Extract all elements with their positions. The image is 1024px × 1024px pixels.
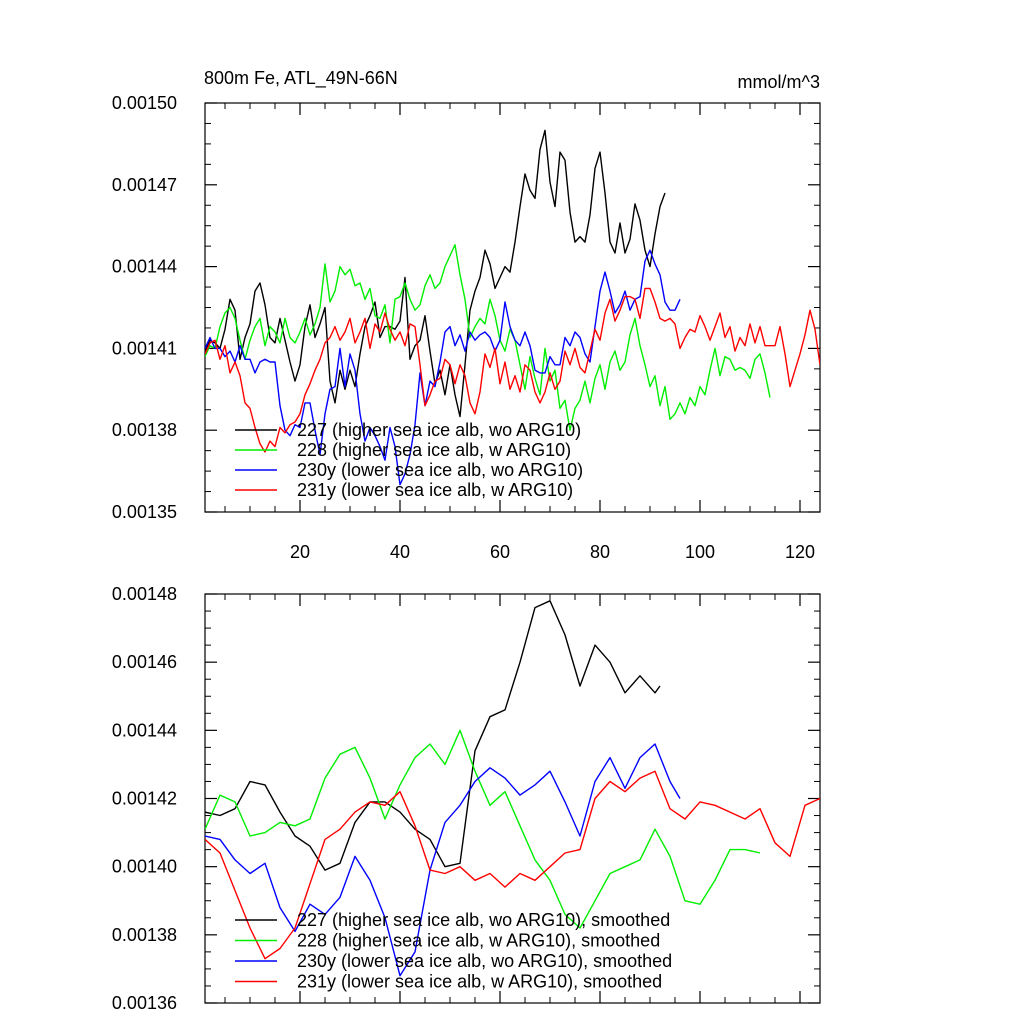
series-line-s228 (205, 729, 761, 929)
y-tick-label: 0.00150 (112, 93, 177, 113)
y-tick-label: 0.00136 (112, 993, 177, 1013)
y-tick-label: 0.00138 (112, 925, 177, 945)
legend-label-s228: 228 (higher sea ice alb, w ARG10) (297, 440, 571, 460)
series-line-s231y (205, 287, 820, 453)
chart-title: 800m Fe, ATL_49N-66N (204, 68, 398, 89)
units-label: mmol/m^3 (738, 72, 820, 92)
chart-panel-bottom: 0.00136 0.00138 0.00140 0.00142 0.00144 0.001… (112, 584, 821, 1013)
y-tick-label: 0.00141 (112, 338, 177, 358)
bottom-axes: 0.00136 0.00138 0.00140 0.00142 0.00144 0.001… (112, 584, 821, 1013)
chart-panel-top: 800m Fe, ATL_49N-66N mmol/m^3 0.001350.0… (112, 68, 821, 562)
x-tick-label: 20 (290, 542, 310, 562)
x-tick-label: 120 (785, 542, 815, 562)
y-tick-label: 0.00146 (112, 652, 177, 672)
legend-label-s227: 227 (higher sea ice alb, wo ARG10), smoo… (297, 910, 670, 930)
top-axes: 0.00135 0.00138 0.00141 0.00144 0.00147 0.001… (112, 93, 821, 562)
bottom-series-group (205, 600, 820, 977)
y-tick-label: 0.00138 (112, 420, 177, 440)
series-line-s230y (205, 743, 681, 977)
y-tick-label: 0.00140 (112, 857, 177, 877)
y-tick-label: 0.00144 (112, 257, 177, 277)
x-tick-label: 100 (685, 542, 715, 562)
y-tick-label: 0.00144 (112, 720, 177, 740)
series-line-s227 (205, 600, 661, 871)
y-tick-label: 0.00148 (112, 584, 177, 604)
y-tick-label: 0.00142 (112, 789, 177, 809)
legend-label-s230y: 230y (lower sea ice alb, wo ARG10) (297, 460, 583, 480)
series-line-s230y (205, 249, 681, 486)
x-tick-label: 80 (590, 542, 610, 562)
top-legend: 227 (higher sea ice alb, wo ARG10)228 (h… (235, 420, 583, 500)
legend-label-s231y: 231y (lower sea ice alb, w ARG10), smoot… (297, 972, 662, 992)
x-tick-label: 40 (390, 542, 410, 562)
y-tick-label: 0.00135 (112, 502, 177, 522)
legend-label-s227: 227 (higher sea ice alb, wo ARG10) (297, 420, 581, 440)
x-tick-label: 60 (490, 542, 510, 562)
top-series-group (205, 129, 820, 486)
y-tick-label: 0.00147 (112, 175, 177, 195)
bottom-legend: 227 (higher sea ice alb, wo ARG10), smoo… (235, 910, 672, 992)
legend-label-s230y: 230y (lower sea ice alb, wo ARG10), smoo… (297, 951, 672, 971)
legend-label-s231y: 231y (lower sea ice alb, w ARG10) (297, 480, 573, 500)
series-line-s228 (205, 244, 771, 431)
series-line-s231y (205, 770, 820, 960)
legend-label-s228: 228 (higher sea ice alb, w ARG10), smoot… (297, 931, 660, 951)
